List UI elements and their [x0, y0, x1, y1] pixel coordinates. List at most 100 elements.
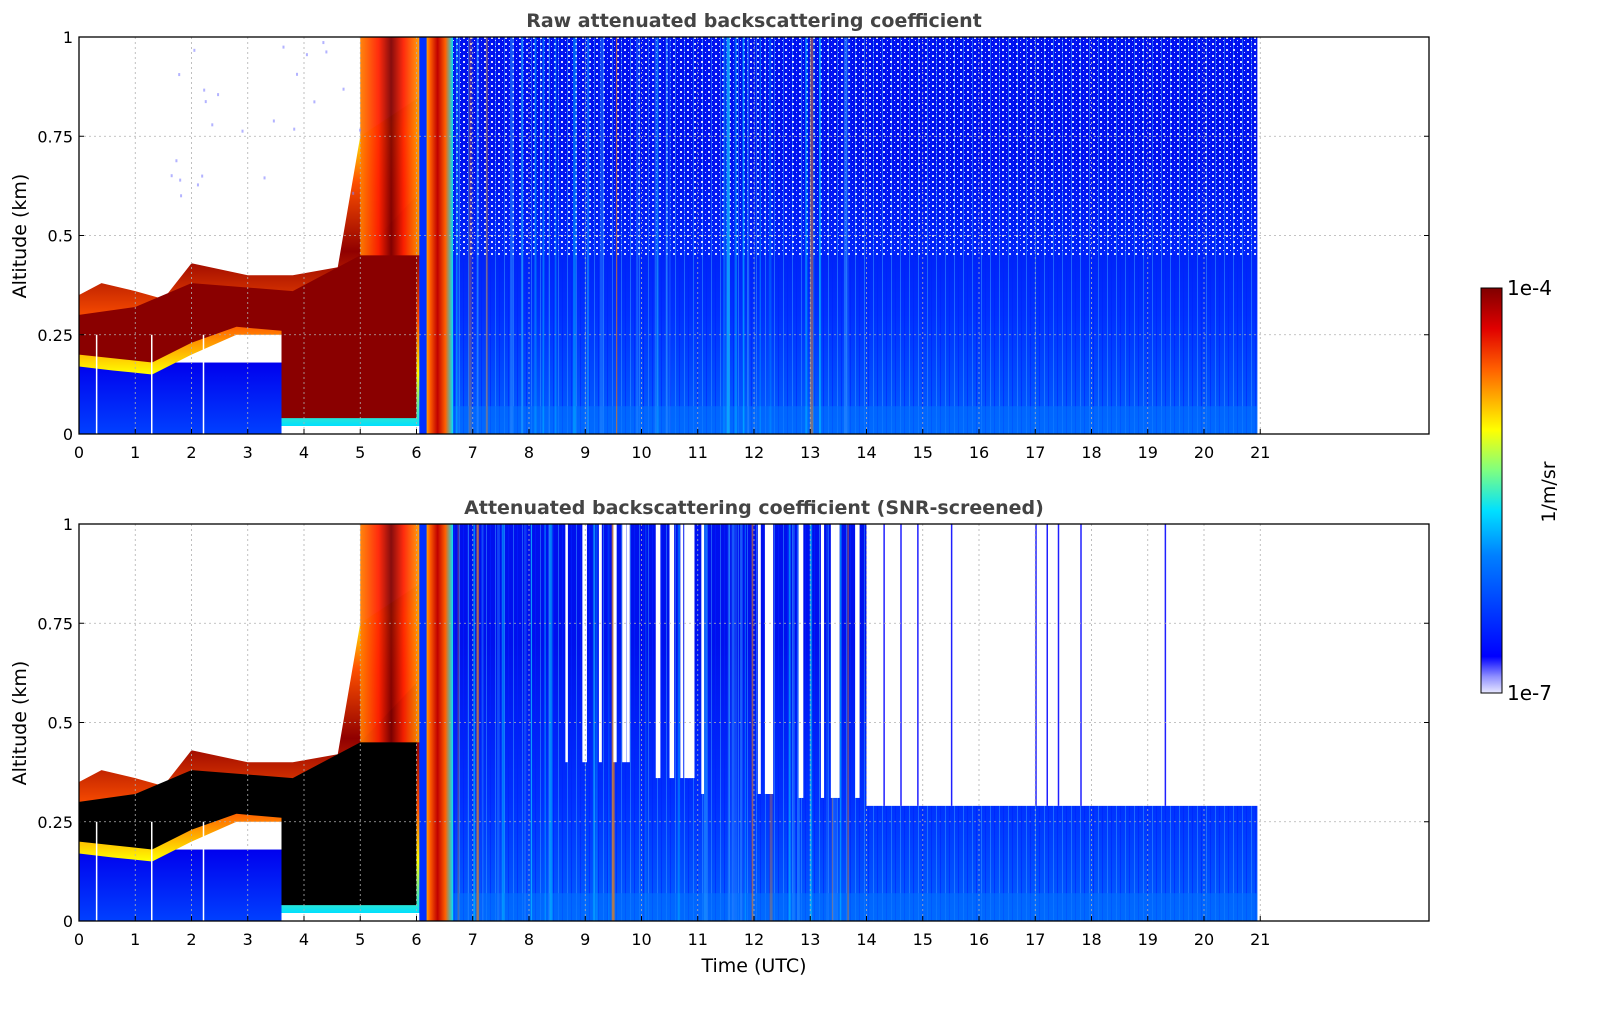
streak — [813, 37, 815, 434]
no-data-region — [1257, 37, 1429, 434]
cloud-core — [79, 195, 417, 419]
speck — [175, 159, 178, 163]
speck — [241, 129, 244, 133]
streak — [497, 524, 500, 921]
speck — [313, 100, 316, 104]
dense-column — [422, 37, 454, 434]
screened-gap — [855, 524, 860, 798]
streak — [792, 524, 795, 921]
streak — [485, 37, 489, 434]
streak — [805, 37, 808, 434]
streak — [847, 524, 850, 921]
speck — [170, 174, 173, 178]
streak — [796, 524, 800, 921]
screened-gap — [613, 524, 617, 763]
speck — [293, 127, 296, 131]
colorbar: 1e-4 1e-7 1/m/sr — [1480, 276, 1560, 705]
y-tick-label: 0.75 — [37, 614, 73, 633]
surface-aerosol-band — [450, 406, 1258, 434]
x-tick-label: 8 — [524, 443, 534, 462]
streak — [481, 524, 484, 921]
speck — [203, 88, 206, 92]
y-tick-label: 0.5 — [48, 227, 73, 246]
retained-profile — [917, 524, 919, 806]
streak — [740, 524, 743, 921]
missing-profile — [95, 334, 98, 434]
y-tick-label: 1 — [63, 515, 73, 534]
plume-column — [360, 37, 423, 256]
x-tick-label: 6 — [411, 443, 421, 462]
speck — [179, 178, 182, 182]
x-tick-label: 2 — [186, 930, 196, 949]
streak — [677, 524, 681, 921]
streak — [501, 524, 503, 921]
x-tick-label: 11 — [688, 930, 708, 949]
streak — [747, 37, 750, 434]
x-tick-label: 2 — [186, 443, 196, 462]
streak — [599, 37, 603, 434]
x-axis: 0 1 2 3 4 5 6 7 8 9 10 11 12 13 14 15 16 17 18 19 20 21 — [74, 916, 1270, 949]
colorbar-unit-label: 1/m/sr — [1538, 461, 1560, 522]
x-tick-label: 18 — [1081, 443, 1101, 462]
no-data-region — [1257, 524, 1429, 921]
streak — [725, 37, 727, 434]
retained-profile — [1035, 524, 1037, 806]
heatmap-field — [79, 524, 1429, 921]
screened-gap — [690, 524, 695, 779]
screened-gap — [669, 524, 675, 779]
streak — [742, 37, 744, 434]
y-axis: 0 0.25 0.5 0.75 1 — [37, 515, 1429, 931]
speck — [196, 183, 199, 187]
streak — [665, 37, 669, 434]
x-tick-label: 18 — [1081, 930, 1101, 949]
screened-gap — [565, 524, 568, 763]
gap-column — [419, 37, 427, 434]
screened-gap — [655, 524, 661, 779]
retained-profile — [883, 524, 885, 806]
speck — [263, 176, 266, 180]
screened-gap — [799, 524, 804, 798]
speck — [217, 93, 220, 97]
streak — [476, 37, 479, 434]
colorbar-min-label: 1e-7 — [1507, 681, 1552, 705]
x-tick-label: 20 — [1194, 930, 1214, 949]
y-axis: 0 0.25 0.5 0.75 1 — [37, 28, 1429, 444]
below-cloud-region — [79, 849, 282, 921]
x-tick-label: 4 — [299, 443, 309, 462]
retained-profile — [900, 524, 902, 806]
streak — [826, 524, 828, 921]
screened-gap — [835, 524, 840, 798]
cloud-core — [79, 682, 417, 906]
chart-title: Raw attenuated backscattering coefficien… — [526, 10, 982, 32]
x-tick-label: 19 — [1138, 930, 1158, 949]
x-tick-label: 12 — [744, 930, 764, 949]
x-tick-label: 7 — [468, 443, 478, 462]
retained-profile — [1164, 524, 1167, 806]
y-axis-label: Altitude (km) — [9, 661, 31, 786]
x-axis: 0 1 2 3 4 5 6 7 8 9 10 11 12 13 14 15 16 17 18 19 20 21 — [74, 429, 1270, 462]
streak — [705, 524, 708, 921]
x-tick-label: 5 — [355, 443, 365, 462]
x-tick-label: 16 — [969, 443, 989, 462]
speck — [322, 41, 325, 45]
screened-gap — [582, 524, 587, 763]
plume-column — [360, 524, 423, 743]
x-tick-label: 5 — [355, 930, 365, 949]
missing-profile — [151, 821, 153, 921]
x-tick-label: 13 — [800, 930, 820, 949]
speck — [282, 45, 285, 49]
x-tick-label: 6 — [411, 930, 421, 949]
dense-column — [422, 524, 454, 921]
screened-gap — [764, 524, 770, 794]
speck — [201, 174, 204, 178]
colorbar-max-label: 1e-4 — [1507, 276, 1552, 300]
screened-gap — [757, 524, 761, 794]
streak — [549, 524, 553, 921]
speck — [180, 194, 183, 198]
streak — [810, 37, 814, 434]
y-tick-label: 1 — [63, 28, 73, 47]
streak — [636, 37, 639, 434]
retained-profile — [1080, 524, 1082, 806]
streak — [595, 524, 598, 921]
